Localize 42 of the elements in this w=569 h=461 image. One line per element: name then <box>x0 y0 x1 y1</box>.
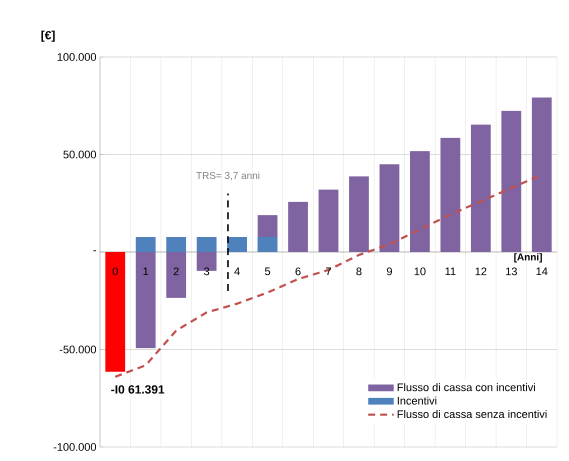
bar <box>258 236 278 252</box>
bar <box>196 236 217 252</box>
annotation: -I0 61.391 <box>111 385 164 394</box>
y-tick-label: 50.000 <box>63 150 96 158</box>
bar <box>105 252 126 372</box>
bar <box>410 151 430 252</box>
bar <box>440 138 460 252</box>
bar <box>166 252 186 298</box>
x-tick-label: 12 <box>476 268 486 276</box>
bar <box>380 164 400 252</box>
bar <box>166 236 186 252</box>
bar <box>288 202 308 252</box>
legend-label: Flusso di cassa senza incentivi <box>398 410 546 418</box>
bar <box>136 252 156 348</box>
x-tick-label: 1 <box>143 268 148 276</box>
bar <box>227 236 248 252</box>
x-tick-label: 8 <box>356 268 362 276</box>
x-tick-label: 10 <box>414 268 426 276</box>
legend-label: Incentivi <box>398 396 436 405</box>
bar <box>501 110 522 252</box>
x-tick-label: 0 <box>112 268 118 276</box>
x-tick-label: 2 <box>174 268 179 276</box>
x-axis-title: [Anni] <box>514 253 542 262</box>
x-tick-label: 9 <box>386 268 392 276</box>
y-tick-label: -50.000 <box>60 346 96 354</box>
bar <box>136 236 156 252</box>
y-tick-label: - <box>93 250 96 252</box>
x-tick-label: 6 <box>296 268 301 276</box>
ref-line-label: TRS= 3,7 anni <box>196 172 260 180</box>
x-tick-label: 5 <box>264 268 270 276</box>
y-axis-title: [€] <box>41 30 55 42</box>
legend-label: Flusso di cassa con incentivi <box>398 383 535 392</box>
x-tick-label: 13 <box>506 268 517 276</box>
bar <box>532 98 552 252</box>
x-tick-label: 11 <box>446 268 456 276</box>
bar <box>318 190 338 252</box>
x-tick-label: 14 <box>536 268 548 276</box>
y-tick-label: -100.000 <box>54 443 96 451</box>
bar <box>470 124 491 252</box>
y-tick-label: 100.000 <box>58 53 96 61</box>
bar <box>349 176 369 252</box>
x-tick-label: 4 <box>234 268 240 276</box>
